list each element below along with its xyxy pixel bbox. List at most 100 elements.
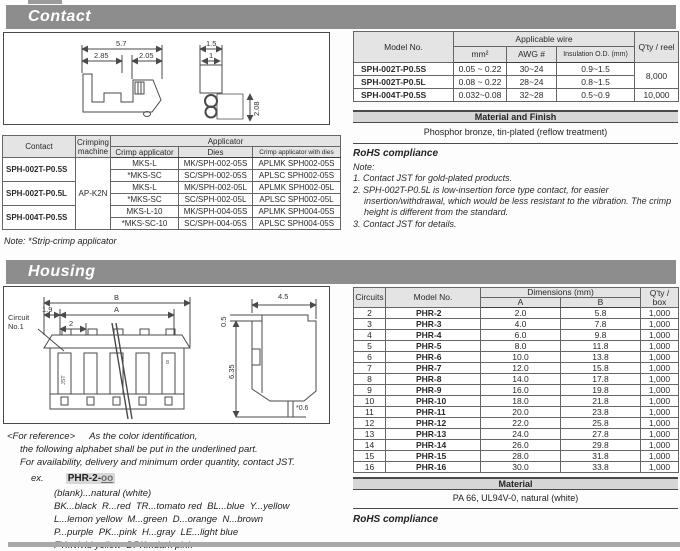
qty-cell: 1,000 — [640, 439, 679, 451]
color-code-line: BK...black R...red TR...tomato red BL...… — [54, 501, 290, 512]
dim-b-cell: 29.8 — [560, 439, 641, 451]
example-part-number: PHR-2-oo — [65, 473, 116, 484]
dim-label: 1.9 — [42, 305, 53, 314]
model-cell: PHR-14 — [385, 439, 481, 451]
model-cell: PHR-8 — [385, 373, 481, 385]
contact-applicator-table: Contact Crimping machine Applicator Crim… — [2, 135, 341, 230]
awg-cell: 28~24 — [506, 75, 557, 89]
dim-b-cell: 9.8 — [560, 329, 641, 341]
col-header-insulation-od: Insulation O.D. (mm) — [555, 46, 636, 63]
col-header-dies: Dies — [178, 146, 253, 158]
color-reference-note: <For reference> As the color identificati… — [7, 430, 343, 551]
model-cell: PHR-10 — [385, 395, 481, 407]
col-header-applicator: Applicator — [110, 135, 341, 147]
rohs-compliance-title: RoHS compliance — [353, 148, 439, 159]
dies-cell: SC/SPH-004-05S — [178, 217, 253, 230]
model-cell: SPH-004T-P0.5S — [353, 88, 454, 102]
page-edge-mark — [28, 0, 62, 4]
qty-cell: 1,000 — [640, 406, 679, 418]
applicable-wire-table: Model No. Applicable wire Q'ty / reel mm… — [353, 31, 680, 102]
model-cell: PHR-4 — [385, 329, 481, 341]
circuits-cell: 15 — [353, 450, 386, 462]
dim-a-cell: 6.0 — [480, 329, 561, 341]
qty-cell: 1,000 — [640, 450, 679, 462]
model-cell: PHR-11 — [385, 406, 481, 418]
note-label: Note: — [353, 162, 375, 172]
model-cell: SPH-002T-P0.5S — [353, 62, 454, 76]
table-row: 13 PHR-13 24.0 27.8 1,000 — [353, 428, 679, 440]
dim-a-cell: 28.0 — [480, 450, 561, 462]
applicator-cell: MKS-L — [110, 157, 179, 170]
combo-cell: APLSC SPH002-05S — [252, 169, 341, 182]
qty-cell: 1,000 — [640, 340, 679, 352]
part-number-color-suffix: oo — [101, 473, 114, 484]
table-row: SPH-002T-P0.5S 0.05 ~ 0.22 30~24 0.9~1.5… — [353, 62, 680, 89]
col-header-dimensions: Dimensions (mm) — [480, 287, 641, 298]
circuits-cell: 10 — [353, 395, 386, 407]
circuits-cell: 14 — [353, 439, 386, 451]
table-row: SPH-002T-P0.5L 0.08 ~ 0.22 28~24 0.8~1.5 — [353, 75, 679, 89]
combo-cell: APLSC SPH002-05L — [252, 193, 341, 206]
table-row: SPH-002T-P0.5L MKS-L MK/SPH-002-05L APLM… — [2, 181, 341, 206]
dim-a-cell: 10.0 — [480, 351, 561, 363]
dim-a-cell: 8.0 — [480, 340, 561, 352]
col-header-crimping-machine: Crimping machine — [75, 135, 111, 158]
material-header: Material — [353, 477, 678, 490]
dim-a-cell: 4.0 — [480, 318, 561, 330]
circuits-cell: 4 — [353, 329, 386, 341]
dim-label: 1.5 — [206, 39, 217, 48]
dim-label: 2 — [69, 319, 74, 328]
dim-label: 1 — [209, 51, 214, 60]
contact-model-cell: SPH-004T-P0.5S — [2, 205, 76, 230]
circuits-cell: 8 — [353, 373, 386, 385]
applicator-cell: MKS-L — [110, 181, 179, 194]
color-code-line: L...lemon yellow M...green D...orange N.… — [54, 514, 264, 525]
material-finish-value: Phosphor bronze, tin-plated (reflow trea… — [423, 127, 608, 137]
table-row: 5 PHR-5 8.0 11.8 1,000 — [353, 340, 679, 352]
model-cell: PHR-15 — [385, 450, 481, 462]
circuits-cell: 9 — [353, 384, 386, 396]
section-header-contact: Contact — [6, 5, 676, 29]
dim-b-cell: 27.8 — [560, 428, 641, 440]
insulation-cell: 0.8~1.5 — [555, 75, 636, 89]
contact-model-cell: SPH-002T-P0.5L — [2, 181, 76, 206]
section-header-housing: Housing — [6, 260, 676, 284]
combo-cell: APLMK SPH002-05S — [252, 157, 341, 170]
table-row: 3 PHR-3 4.0 7.8 1,000 — [353, 318, 679, 330]
dim-label: *0.6 — [296, 405, 309, 412]
col-header-contact: Contact — [2, 135, 76, 158]
circuits-cell: 16 — [353, 461, 386, 473]
dim-label: 2.05 — [139, 51, 154, 60]
insulation-cell: 0.5~0.9 — [555, 88, 636, 102]
dim-a-cell: 2.0 — [480, 307, 561, 319]
contact-rohs-block: RoHS compliance Note: 1. Contact JST for… — [353, 148, 679, 230]
dim-b-cell: 13.8 — [560, 351, 641, 363]
dim-b-cell: 19.8 — [560, 384, 641, 396]
dim-label: 2.85 — [94, 51, 109, 60]
dim-label: A — [114, 305, 120, 314]
dim-label: 6.35 — [227, 364, 236, 379]
col-header-awg: AWG # — [506, 46, 557, 63]
model-cell: PHR-6 — [385, 351, 481, 363]
model-cell: SPH-002T-P0.5L — [353, 75, 454, 89]
applicator-cell: *MKS-SC — [110, 193, 179, 206]
col-header-dim-b: B — [560, 297, 641, 308]
dim-b-cell: 21.8 — [560, 395, 641, 407]
material-finish-header: Material and Finish — [353, 110, 678, 123]
dim-a-cell: 26.0 — [480, 439, 561, 451]
table-row: 9 PHR-9 16.0 19.8 1,000 — [353, 384, 679, 396]
strip-crimp-note: Note: *Strip-crimp applicator — [4, 236, 117, 246]
awg-cell: 32~28 — [506, 88, 557, 102]
dim-b-cell: 17.8 — [560, 373, 641, 385]
model-cell: PHR-3 — [385, 318, 481, 330]
col-header-applicable-wire: Applicable wire — [452, 31, 636, 47]
housing-table: Circuits Model No. Dimensions (mm) Q'ty … — [353, 287, 679, 473]
col-header-circuits: Circuits — [353, 287, 386, 308]
qty-cell: 1,000 — [640, 395, 679, 407]
dim-label: 5.7 — [116, 39, 127, 48]
circuits-cell: 11 — [353, 406, 386, 418]
combo-cell: APLSC SPH004-05S — [252, 217, 341, 230]
reference-line: <For reference> As the color identificati… — [7, 430, 343, 443]
dim-a-cell: 24.0 — [480, 428, 561, 440]
example-label: ex. — [31, 473, 44, 484]
